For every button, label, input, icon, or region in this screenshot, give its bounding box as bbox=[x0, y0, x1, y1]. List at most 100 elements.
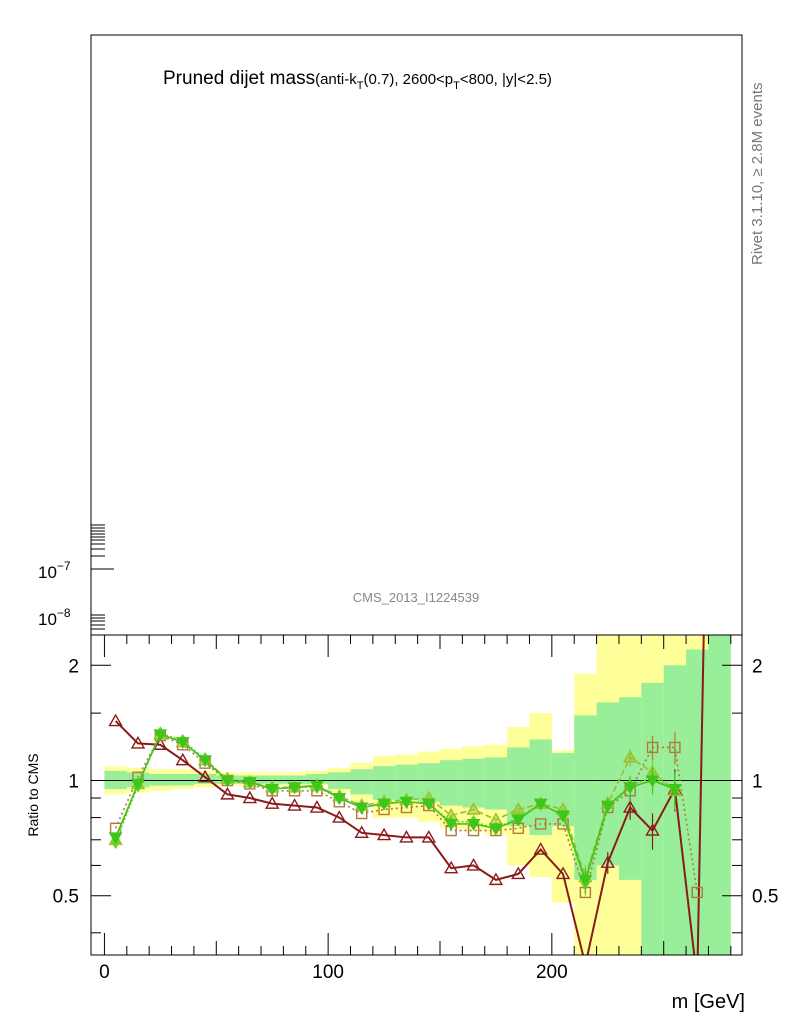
inner-band-bin-2 bbox=[149, 773, 172, 786]
series-4-point-23 bbox=[623, 782, 638, 795]
series-4-point-14 bbox=[421, 798, 436, 811]
series-4-point-8 bbox=[287, 782, 302, 795]
plot-title: Pruned dijet mass(anti-kT(0.7), 2600<pT<… bbox=[163, 68, 552, 92]
series-4-point-10 bbox=[332, 793, 347, 806]
series-0-point-0 bbox=[108, 713, 123, 727]
series-1-point-24 bbox=[646, 741, 659, 754]
series-1-point-26 bbox=[691, 886, 703, 899]
series-0-point-7 bbox=[264, 796, 280, 809]
inner-band-bin-8 bbox=[283, 775, 306, 784]
series-0-point-13 bbox=[399, 830, 414, 843]
ytick-label-left-2: 2 bbox=[68, 656, 79, 677]
series-4-point-9 bbox=[310, 780, 324, 793]
series-4-point-17 bbox=[489, 823, 503, 836]
series-0-point-3 bbox=[175, 752, 190, 766]
xtick-label-2: 200 bbox=[536, 962, 568, 983]
series-4-point-20 bbox=[556, 810, 570, 823]
series-0-point-8 bbox=[287, 798, 302, 811]
series-0-point-17 bbox=[488, 872, 504, 886]
rivet-version-label: Rivet 3.1.10, ≥ 2.8M events bbox=[749, 83, 766, 266]
ratio-panel-frame bbox=[90, 634, 743, 956]
series-0-point-10 bbox=[332, 810, 347, 823]
inner-band-bin-21 bbox=[574, 715, 597, 880]
series-1-point-19 bbox=[534, 818, 547, 830]
series-4-point-16 bbox=[466, 818, 481, 831]
inner-band-bin-7 bbox=[261, 775, 284, 784]
ytick-label-left-0: 0.5 bbox=[53, 887, 79, 908]
series-4-point-2 bbox=[153, 729, 168, 742]
inner-band-bin-14 bbox=[417, 763, 440, 802]
series-0-point-1 bbox=[130, 736, 146, 749]
series-4-point-18 bbox=[511, 814, 526, 827]
series-0-point-6 bbox=[242, 790, 258, 804]
series-4-point-3 bbox=[175, 737, 190, 750]
series-0-point-4 bbox=[197, 769, 213, 783]
ratio-panel: 0.5 0.5 1 1 2 2 0 100 200 bbox=[53, 634, 778, 986]
inner-band-bin-4 bbox=[193, 773, 217, 784]
series-4-point-1 bbox=[131, 778, 145, 791]
series-0-point-23 bbox=[622, 800, 638, 813]
series-4-point-13 bbox=[399, 796, 414, 809]
series-4-point-0 bbox=[108, 832, 123, 845]
inner-band-bin-3 bbox=[171, 773, 194, 786]
series-4-point-22 bbox=[600, 800, 615, 813]
series-4-point-4 bbox=[198, 755, 212, 768]
series-0-point-16 bbox=[466, 858, 481, 871]
ytick-label-right-1: 1 bbox=[752, 772, 763, 793]
ytick-label-right-0: 0.5 bbox=[752, 887, 778, 908]
series-0-point-20 bbox=[555, 866, 571, 880]
series-0-point-15 bbox=[443, 860, 459, 874]
series-4-point-21 bbox=[578, 874, 593, 887]
ytick-label-right-2: 2 bbox=[752, 656, 763, 677]
inner-band-bin-12 bbox=[372, 766, 396, 800]
series-4-point-5 bbox=[220, 775, 235, 788]
inner-band-bin-17 bbox=[484, 757, 508, 810]
x-axis-label: m [GeV] bbox=[672, 991, 745, 1013]
inner-band-bin-19 bbox=[529, 739, 552, 836]
series-0 bbox=[108, 635, 705, 986]
series-0-line bbox=[114, 635, 705, 955]
ratio-ticks: 0.5 0.5 1 1 2 2 0 100 200 bbox=[53, 635, 778, 983]
inner-band-bin-0 bbox=[104, 770, 127, 790]
series-0-point-2 bbox=[153, 737, 168, 750]
ratio-y-axis-label: Ratio to CMS bbox=[25, 753, 41, 836]
series-0-point-9 bbox=[309, 800, 325, 813]
series-4-point-6 bbox=[242, 777, 257, 790]
series-4-point-19 bbox=[533, 798, 548, 811]
series-4-point-15 bbox=[444, 818, 459, 831]
inner-band-bin-18 bbox=[507, 747, 530, 827]
series-1-point-25 bbox=[669, 741, 681, 754]
series-0-point-11 bbox=[354, 825, 369, 839]
series-0-point-14 bbox=[421, 830, 437, 843]
series-0-point-26 bbox=[691, 975, 703, 986]
main-panel-frame bbox=[90, 34, 743, 636]
series-2-point-23 bbox=[622, 749, 638, 763]
series-0-point-18 bbox=[511, 866, 526, 880]
xtick-label-1: 100 bbox=[312, 962, 344, 983]
inner-band-bin-11 bbox=[350, 769, 373, 795]
series-0-point-21 bbox=[579, 959, 591, 970]
series-4-point-25 bbox=[668, 784, 682, 797]
analysis-watermark: CMS_2013_I1224539 bbox=[353, 590, 480, 605]
series-0-point-12 bbox=[376, 827, 392, 841]
series-0-point-24 bbox=[645, 823, 660, 836]
top-tick-label-1e-7: 10−7 bbox=[38, 559, 71, 582]
inner-band-bin-25 bbox=[663, 665, 687, 955]
inner-band-bin-27 bbox=[708, 635, 731, 955]
inner-band-bin-15 bbox=[439, 760, 463, 806]
series-4-point-12 bbox=[377, 798, 391, 811]
top-tick-label-1e-8: 10−8 bbox=[38, 606, 71, 629]
inner-band-bin-13 bbox=[395, 764, 418, 800]
series-4-point-11 bbox=[354, 802, 369, 815]
series-0-point-5 bbox=[220, 786, 235, 800]
top-panel-ticks bbox=[91, 524, 114, 630]
series-4-line bbox=[114, 733, 676, 883]
series-4 bbox=[108, 729, 682, 893]
ytick-label-left-1: 1 bbox=[68, 772, 79, 793]
inner-band-bin-16 bbox=[462, 758, 485, 808]
series-0-point-19 bbox=[533, 842, 548, 855]
series-4-point-7 bbox=[265, 784, 280, 797]
series-layer bbox=[108, 635, 705, 986]
series-0-point-22 bbox=[600, 855, 615, 868]
